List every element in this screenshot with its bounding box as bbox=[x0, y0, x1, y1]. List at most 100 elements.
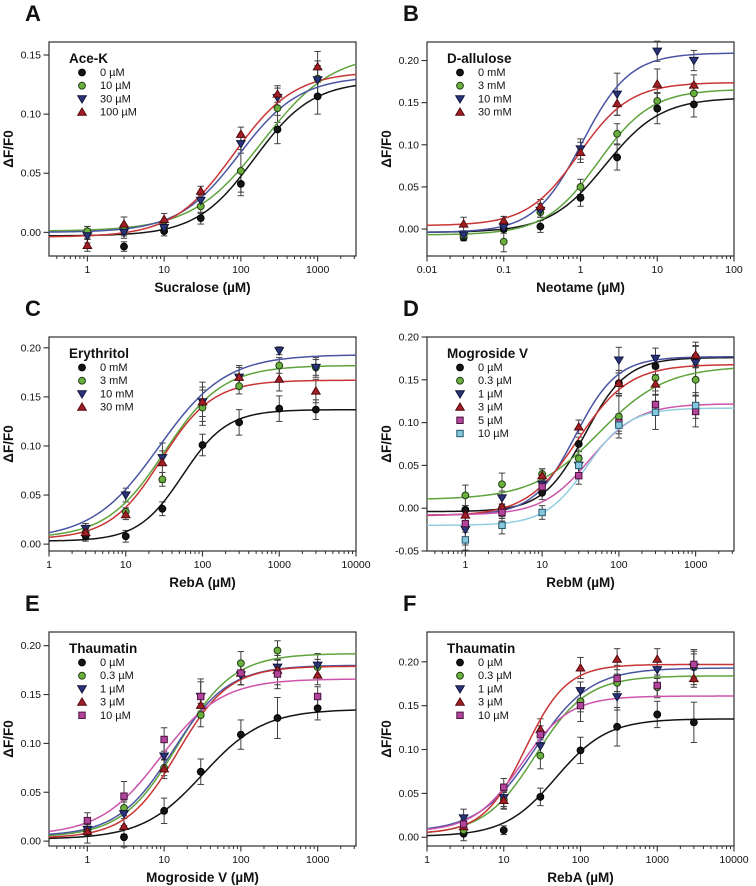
plot-frame bbox=[48, 631, 357, 847]
data-point bbox=[651, 362, 660, 371]
data-point bbox=[118, 228, 130, 238]
data-point bbox=[688, 79, 700, 89]
data-point bbox=[118, 219, 130, 228]
data-point bbox=[236, 659, 245, 668]
data-point bbox=[653, 710, 662, 719]
fit-curve bbox=[427, 403, 734, 516]
data-point bbox=[611, 98, 623, 108]
data-point bbox=[688, 56, 700, 66]
data-points bbox=[82, 61, 323, 251]
x-tick-label: 1 bbox=[84, 264, 90, 276]
legend-label: 3 mM bbox=[478, 80, 506, 92]
data-point bbox=[651, 400, 660, 409]
legend-marker bbox=[76, 107, 88, 116]
data-point bbox=[275, 404, 284, 413]
data-point bbox=[498, 215, 509, 225]
y-axis-title: ΔF/F0 bbox=[1, 130, 16, 167]
fit-curve bbox=[49, 653, 356, 837]
data-point bbox=[613, 722, 622, 731]
data-point bbox=[312, 76, 323, 85]
panel-letter: C bbox=[25, 296, 42, 321]
data-point bbox=[690, 660, 698, 669]
y-tick-label: 0.10 bbox=[399, 744, 420, 756]
data-point bbox=[273, 646, 282, 655]
data-point bbox=[461, 536, 470, 544]
data-point bbox=[311, 405, 320, 414]
y-tick-label: 0.05 bbox=[399, 788, 420, 800]
chart-a: 1 10 100 1000 0.00 0.05 0.10 0.15 Sucralose (µM)… bbox=[1, 41, 357, 295]
data-point bbox=[535, 201, 546, 210]
data-point bbox=[498, 508, 506, 517]
data-point bbox=[274, 374, 285, 383]
data-point bbox=[498, 223, 509, 233]
data-point bbox=[458, 231, 469, 241]
data-point bbox=[313, 704, 322, 713]
data-point bbox=[195, 700, 206, 709]
legend-title: D-allulose bbox=[447, 51, 512, 66]
data-point bbox=[120, 792, 128, 800]
data-point bbox=[310, 363, 322, 373]
y-axis-title: ΔF/F0 bbox=[1, 720, 16, 757]
data-point bbox=[233, 372, 245, 381]
data-point bbox=[195, 196, 206, 206]
data-point bbox=[121, 532, 130, 541]
data-point bbox=[235, 382, 244, 390]
data-points bbox=[458, 654, 700, 838]
data-point bbox=[652, 666, 663, 675]
fit-curve bbox=[49, 678, 356, 833]
legend-marker bbox=[456, 68, 464, 77]
data-point bbox=[461, 519, 470, 528]
x-tick-label: 10 bbox=[158, 264, 170, 276]
data-point bbox=[611, 654, 623, 663]
x-axis-title: Neotame (µM) bbox=[536, 280, 625, 295]
legend-marker bbox=[76, 685, 88, 694]
y-tick-label: 0.20 bbox=[21, 640, 42, 652]
y-tick-label: 0.05 bbox=[21, 168, 42, 180]
data-point bbox=[613, 153, 622, 162]
legend-label: 0 mM bbox=[478, 67, 506, 79]
legend-marker bbox=[76, 402, 88, 411]
x-tick-label: 1000 bbox=[268, 559, 292, 571]
data-point bbox=[575, 687, 586, 696]
legend-marker bbox=[78, 711, 86, 719]
y-axis-title: ΔF/F0 bbox=[379, 720, 394, 757]
data-point bbox=[651, 408, 660, 417]
legend-label: 100 µM bbox=[100, 107, 137, 119]
panel-c: C 1 10 100 1000 10000 0.00 0.05 0.10 0.15 0.20 Reb… bbox=[0, 295, 378, 590]
legend-marker bbox=[78, 363, 86, 372]
x-tick-label: 10000 bbox=[719, 854, 748, 866]
data-point bbox=[689, 718, 698, 727]
x-tick-label: 10 bbox=[498, 854, 510, 866]
panel-e: E 1 10 100 1000 0.00 0.05 0.10 0.15 0.20 Mogrosid… bbox=[0, 590, 378, 886]
data-point bbox=[535, 742, 546, 752]
y-tick-label: 0.05 bbox=[21, 490, 42, 502]
data-point bbox=[611, 693, 623, 702]
y-tick-label: 0.05 bbox=[399, 181, 420, 193]
legend-label: 0.3 µM bbox=[478, 670, 512, 682]
data-point bbox=[576, 746, 585, 755]
data-point bbox=[197, 396, 208, 406]
data-point bbox=[158, 214, 170, 223]
y-tick-label: 0.20 bbox=[399, 332, 420, 344]
legend-marker bbox=[78, 658, 86, 667]
fit-curve bbox=[427, 663, 734, 833]
data-point bbox=[575, 471, 583, 480]
y-axis: 0.00 0.05 0.10 0.15 0.20 bbox=[21, 342, 49, 551]
y-tick-label: 0.15 bbox=[21, 689, 42, 701]
y-tick-label: 0.10 bbox=[399, 417, 420, 429]
data-point bbox=[691, 375, 700, 384]
data-point bbox=[120, 491, 131, 501]
fit-curves bbox=[49, 63, 356, 238]
data-point bbox=[574, 454, 583, 463]
x-tick-label: 1 bbox=[424, 854, 430, 866]
data-point bbox=[158, 752, 170, 762]
data-point bbox=[313, 692, 322, 701]
fit-curve bbox=[49, 78, 356, 233]
x-tick-label: 1 bbox=[84, 854, 90, 866]
fit-curve bbox=[427, 98, 734, 233]
data-point bbox=[235, 140, 247, 149]
y-tick-label: 0.00 bbox=[399, 224, 420, 236]
x-axis: 1 10 100 1000 bbox=[434, 551, 733, 571]
data-point bbox=[82, 240, 93, 249]
